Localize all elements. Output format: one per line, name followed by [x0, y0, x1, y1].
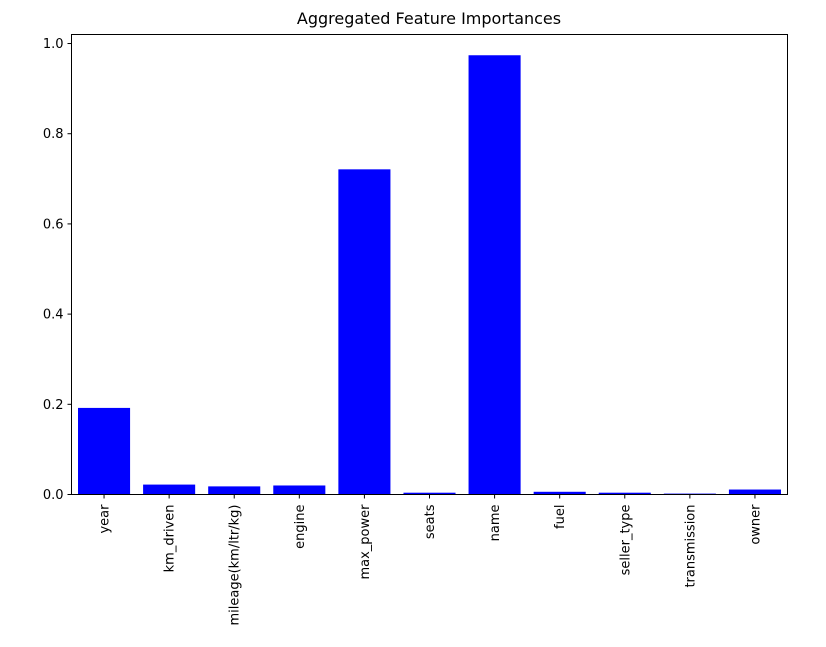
bar-max_power — [338, 169, 391, 495]
y-tick-label: 0.2 — [43, 398, 64, 413]
x-tick-label: transmission — [683, 505, 698, 588]
x-tick-label: owner — [748, 504, 763, 545]
y-axis: 0.0 0.2 0.4 0.6 0.8 1.0 — [43, 37, 72, 503]
bar-seller_type — [598, 492, 651, 495]
bar-engine — [273, 485, 326, 495]
x-tick-label: seller_type — [618, 505, 633, 576]
x-tick-label: mileage(km/ltr/kg) — [228, 505, 243, 626]
chart-title: Aggregated Feature Importances — [297, 9, 561, 28]
x-tick-label: engine — [293, 505, 308, 549]
plot-frame — [71, 34, 788, 495]
y-tick-label: 0.0 — [43, 488, 64, 503]
y-tick-label: 1.0 — [43, 37, 64, 52]
x-tick-label: km_driven — [163, 505, 178, 573]
y-tick-label: 0.4 — [43, 308, 64, 323]
bar-name — [468, 55, 521, 495]
x-tick-label: fuel — [553, 505, 568, 529]
x-tick-label: year — [98, 504, 113, 534]
x-tick-label: seats — [423, 504, 438, 539]
bar-owner — [728, 489, 781, 495]
bar-year — [78, 407, 131, 495]
x-tick-label: name — [488, 505, 503, 542]
bar-mileage(km/ltr/kg) — [208, 486, 261, 495]
bar-seats — [403, 492, 456, 495]
y-tick-label: 0.8 — [43, 127, 64, 142]
x-axis: year km_driven mileage(km/ltr/kg) engine max… — [98, 494, 763, 626]
y-tick-label: 0.6 — [43, 217, 64, 232]
bars-layer — [78, 55, 781, 495]
x-tick-label: max_power — [358, 504, 373, 580]
bar-fuel — [533, 491, 586, 495]
bar-km_driven — [143, 484, 196, 495]
